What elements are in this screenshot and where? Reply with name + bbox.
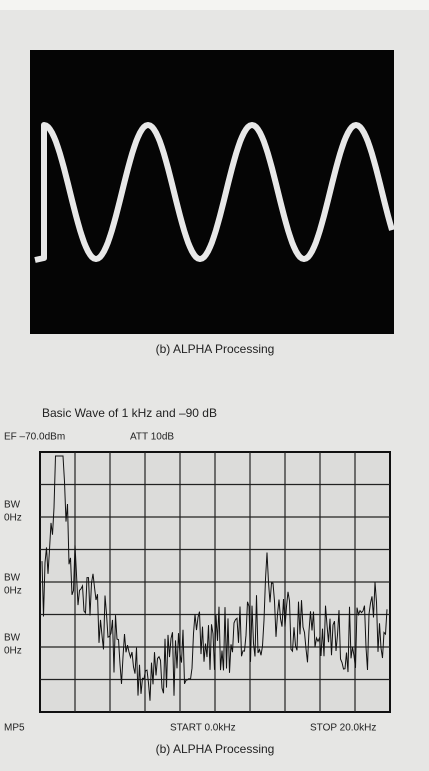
spectrum-title: Basic Wave of 1 kHz and –90 dB (42, 406, 217, 420)
side-label: BW (4, 573, 21, 584)
side-label: 0Hz (4, 513, 22, 524)
side-label: 0Hz (4, 586, 22, 597)
footer-start: START 0.0kHz (170, 723, 236, 734)
attenuation: ATT 10dB (130, 432, 174, 443)
top-edge (0, 0, 429, 10)
side-label: BW (4, 633, 21, 644)
ref-level: EF –70.0dBm (4, 432, 65, 443)
footer-left: MP5 (4, 723, 25, 734)
spectrum-grid (39, 451, 391, 713)
caption: (b) ALPHA Processing (156, 342, 275, 356)
caption: (b) ALPHA Processing (156, 742, 275, 756)
oscilloscope-screen (30, 50, 394, 334)
footer-stop: STOP 20.0kHz (310, 723, 376, 734)
side-label: 0Hz (4, 646, 22, 657)
spectrum-trace (41, 455, 388, 701)
side-label: BW (4, 500, 21, 511)
side-labels: BW 0Hz BW 0Hz BW 0Hz (4, 500, 22, 657)
sine-trace (34, 122, 395, 263)
